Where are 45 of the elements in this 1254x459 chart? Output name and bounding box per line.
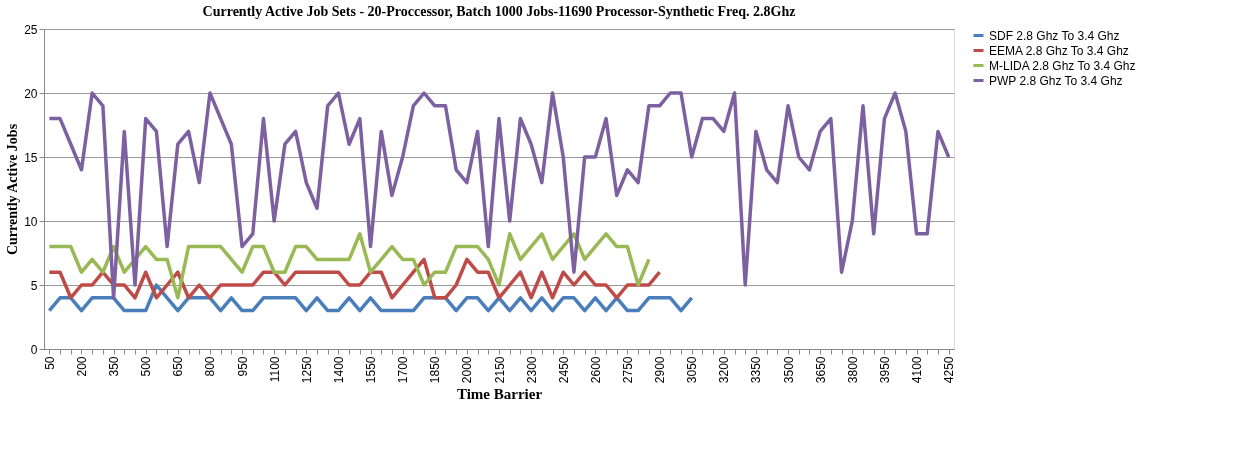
x-tick-label: 3950 <box>877 356 892 384</box>
x-tick-label: 3650 <box>813 356 828 384</box>
x-tick-label: 50 <box>42 356 57 370</box>
x-tick-label: 2750 <box>620 356 635 384</box>
y-tick-label: 5 <box>30 278 38 293</box>
y-tick-label: 15 <box>24 150 38 165</box>
x-tick-label: 1100 <box>267 356 282 383</box>
x-tick-label: 3050 <box>685 356 700 384</box>
line-series <box>47 257 662 300</box>
x-tick-label: 4250 <box>942 356 957 384</box>
legend-label: PWP 2.8 Ghz To 3.4 Ghz <box>989 73 1123 88</box>
x-tick-label: 1550 <box>364 356 379 384</box>
x-tick-label: 3200 <box>717 356 732 384</box>
x-tick-label: 950 <box>235 356 250 377</box>
x-tick-label: 2000 <box>460 356 475 384</box>
y-tick-label: 10 <box>24 214 38 229</box>
x-tick-label: 3350 <box>749 356 764 384</box>
x-tick-label: 650 <box>171 356 186 377</box>
y-tick-label: 0 <box>30 342 38 357</box>
line-series <box>47 232 651 300</box>
x-tick-label: 1400 <box>331 356 346 384</box>
legend-label: EEMA 2.8 Ghz To 3.4 Ghz <box>989 43 1129 58</box>
x-tick-label: 1850 <box>428 356 443 384</box>
x-tick-label: 3500 <box>781 356 796 384</box>
x-tick-label: 1700 <box>396 356 411 384</box>
x-tick-label: 200 <box>74 356 89 377</box>
x-tick-label: 2600 <box>588 356 603 384</box>
x-tick-label: 1250 <box>299 356 314 384</box>
x-axis-title: Time Barrier <box>456 386 543 403</box>
legend-label: SDF 2.8 Ghz To 3.4 Ghz <box>989 28 1120 43</box>
x-tick-label: 350 <box>107 356 122 377</box>
x-tick-label: 4100 <box>910 356 925 384</box>
x-tick-label: 2300 <box>524 356 539 384</box>
x-tick-label: 500 <box>139 356 154 377</box>
x-tick-label: 2150 <box>492 356 507 384</box>
x-tick-label: 800 <box>203 356 218 377</box>
line-series <box>47 91 951 300</box>
x-tick-label: 2900 <box>653 356 668 384</box>
y-axis-title: Currently Active Jobs <box>5 123 21 256</box>
y-tick-label: 25 <box>24 22 38 37</box>
legend-label: M-LIDA 2.8 Ghz To 3.4 Ghz <box>989 58 1136 73</box>
y-tick-label: 20 <box>24 86 38 101</box>
chart-title: Currently Active Job Sets - 20-Proccessor, Batch 1000 Jobs-11690 Processor-Synthetic Freq. 2.8Ghz <box>202 4 796 19</box>
x-tick-label: 3800 <box>845 356 860 384</box>
x-tick-label: 2450 <box>556 356 571 384</box>
